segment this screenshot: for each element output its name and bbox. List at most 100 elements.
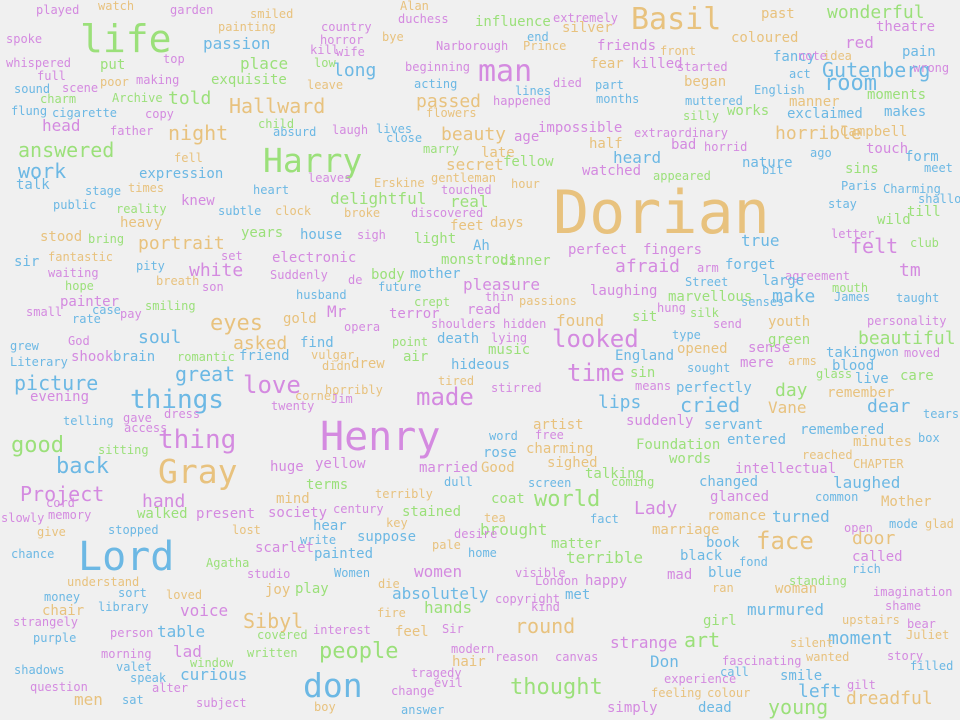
word-lad: lad: [173, 642, 202, 661]
word-gave: gave: [123, 411, 152, 425]
word-brought: brought: [480, 520, 548, 539]
word-studio: studio: [247, 567, 291, 581]
word-hear: hear: [313, 518, 347, 534]
word-hope: hope: [65, 279, 94, 293]
word-horribly: horribly: [325, 383, 383, 397]
word-smiled: smiled: [250, 7, 294, 21]
word-didn: didn: [322, 359, 351, 373]
word-narborough: Narborough: [436, 39, 509, 53]
word-person: person: [110, 626, 154, 640]
word-hands: hands: [424, 598, 473, 617]
word-opera: opera: [344, 320, 381, 334]
word-green: green: [768, 332, 811, 348]
word-love: love: [243, 371, 301, 399]
word-put: put: [100, 57, 126, 73]
word-wonderful: wonderful: [827, 2, 925, 23]
word-play: play: [295, 581, 329, 597]
word-drew: drew: [351, 356, 385, 372]
word-note: note: [798, 49, 827, 63]
word-met: met: [565, 587, 591, 603]
word-sins: sins: [845, 161, 879, 177]
word-watch: watch: [98, 0, 135, 13]
word-present: present: [196, 506, 256, 522]
word-box: box: [918, 431, 940, 445]
word-light: light: [414, 231, 457, 247]
word-black: black: [680, 548, 723, 564]
word-body: body: [371, 267, 405, 283]
word-shoulders: shoulders: [431, 317, 497, 331]
word-lips: lips: [598, 392, 642, 413]
word-modern: modern: [451, 642, 495, 656]
word-painter: painter: [60, 294, 120, 310]
word-happened: happened: [493, 94, 551, 108]
word-perfectly: perfectly: [676, 380, 752, 396]
word-stopped: stopped: [108, 523, 159, 537]
word-delightful: delightful: [330, 189, 427, 208]
word-marriage: marriage: [652, 522, 720, 538]
word-wanted: wanted: [806, 650, 850, 664]
word-written: written: [247, 646, 298, 660]
word-sibyl: Sibyl: [243, 609, 304, 633]
word-artist: artist: [533, 417, 584, 433]
word-lost: lost: [232, 523, 261, 537]
word-fellow: fellow: [503, 154, 554, 170]
word-expression: expression: [139, 166, 224, 182]
word-extremely: extremely: [553, 11, 619, 25]
word-mode: mode: [889, 517, 918, 531]
word-moved: moved: [904, 346, 941, 360]
word-romantic: romantic: [177, 350, 235, 364]
word-moment: moment: [828, 628, 894, 649]
word-tears: tears: [923, 407, 960, 421]
word-care: care: [900, 368, 934, 384]
word-valet: valet: [116, 660, 153, 674]
word-hand: hand: [142, 491, 186, 512]
word-visible: visible: [515, 566, 566, 580]
word-brain: brain: [113, 349, 156, 365]
word-strangely: strangely: [13, 615, 79, 629]
word-entered: entered: [727, 432, 787, 448]
word-flung: flung: [11, 104, 48, 118]
word-found: found: [556, 311, 605, 330]
word-crept: crept: [414, 295, 451, 309]
word-horrid: horrid: [704, 140, 748, 154]
word-stained: stained: [402, 504, 462, 520]
word-past: past: [761, 6, 795, 22]
word-project: Project: [20, 482, 105, 506]
word-gutenberg: Gutenberg: [822, 58, 931, 82]
word-arms: arms: [788, 354, 817, 368]
word-mad: mad: [667, 567, 693, 583]
word-cord: cord: [46, 496, 75, 510]
word-rate: rate: [72, 312, 101, 326]
word-voice: voice: [180, 601, 229, 620]
word-child: child: [258, 117, 295, 131]
word-close: close: [386, 131, 423, 145]
word-write: write: [300, 533, 337, 547]
word-story: story: [887, 649, 924, 663]
word-top: top: [163, 52, 185, 66]
word-moments: moments: [867, 87, 927, 103]
word-laughed: laughed: [833, 473, 901, 492]
word-tea: tea: [484, 511, 506, 525]
word-understand: understand: [67, 575, 140, 589]
word-alter: alter: [152, 681, 189, 695]
word-age: age: [514, 129, 540, 145]
word-huge: huge: [270, 459, 304, 475]
word-lying: lying: [491, 331, 528, 345]
word-secret: secret: [446, 155, 504, 174]
word-simply: simply: [607, 700, 658, 716]
word-smile: smile: [780, 668, 823, 684]
word-thing: thing: [158, 425, 237, 455]
word-jim: Jim: [331, 392, 353, 406]
word-read: read: [467, 302, 501, 318]
word-times: times: [128, 181, 165, 195]
word-laughing: laughing: [590, 283, 658, 299]
word-stage: stage: [85, 184, 122, 198]
word-life: life: [80, 17, 172, 61]
word-terribly: terribly: [375, 487, 433, 501]
word-cried: cried: [680, 393, 741, 417]
word-make: make: [772, 286, 816, 307]
word-great: great: [175, 362, 236, 386]
word-late: late: [481, 145, 515, 161]
word-ago: ago: [810, 146, 832, 160]
word-real: real: [450, 192, 489, 211]
